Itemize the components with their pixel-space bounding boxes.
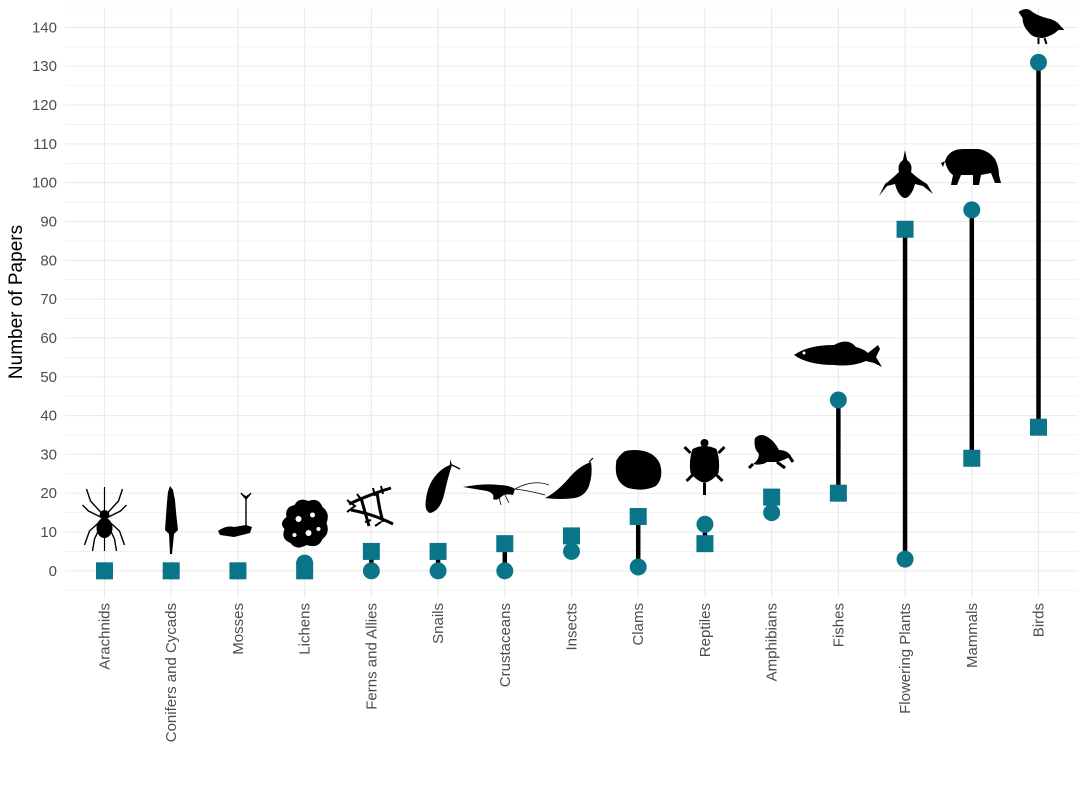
orchid-icon bbox=[879, 150, 933, 198]
fern-icon bbox=[346, 485, 394, 527]
square-point bbox=[496, 535, 514, 553]
grid bbox=[65, 7, 1078, 598]
y-tick-label: 10 bbox=[40, 524, 57, 541]
y-tick-label: 0 bbox=[49, 563, 57, 580]
turtle-icon bbox=[683, 439, 726, 495]
x-tick-label: Insects bbox=[564, 603, 581, 651]
x-axis-tick-labels: Arachnids Conifers and Cycads Mosses Lichen… bbox=[97, 603, 1048, 742]
square-point bbox=[563, 527, 580, 545]
circle-point bbox=[963, 201, 981, 219]
square-point bbox=[429, 542, 447, 560]
category-icons bbox=[82, 9, 1065, 554]
square-point bbox=[1030, 418, 1047, 436]
square-point bbox=[229, 562, 247, 580]
y-tick-label: 20 bbox=[40, 485, 57, 502]
moth-icon bbox=[545, 457, 594, 499]
square-point bbox=[296, 562, 314, 580]
grouse-icon bbox=[1018, 9, 1065, 45]
circle-point bbox=[362, 562, 380, 580]
x-tick-label: Conifers and Cycads bbox=[163, 603, 180, 742]
y-tick-label: 60 bbox=[40, 330, 57, 347]
x-tick-label: Birds bbox=[1031, 603, 1048, 637]
x-tick-label: Mammals bbox=[964, 603, 981, 668]
square-point bbox=[96, 562, 113, 580]
y-tick-label: 90 bbox=[40, 213, 57, 230]
circle-point bbox=[696, 515, 714, 533]
moss-icon bbox=[218, 492, 252, 537]
x-tick-label: Fishes bbox=[830, 603, 847, 647]
y-tick-label: 70 bbox=[40, 291, 57, 308]
circle-point bbox=[896, 550, 914, 568]
circle-point bbox=[829, 391, 847, 409]
square-point bbox=[162, 562, 180, 580]
x-tick-label: Clams bbox=[630, 603, 647, 646]
clam-icon bbox=[615, 445, 662, 490]
bear-icon bbox=[941, 149, 1001, 185]
square-point bbox=[629, 507, 647, 525]
fish-icon bbox=[794, 341, 882, 367]
x-tick-label: Lichens bbox=[297, 603, 314, 655]
square-point bbox=[362, 542, 380, 560]
square-point bbox=[763, 488, 781, 506]
circle-point bbox=[1030, 53, 1047, 71]
circle-point bbox=[629, 558, 647, 576]
y-tick-label: 40 bbox=[40, 408, 57, 425]
circle-point bbox=[429, 562, 447, 580]
y-tick-label: 80 bbox=[40, 252, 57, 269]
square-point bbox=[829, 484, 847, 502]
spider-icon bbox=[82, 487, 127, 552]
circle-point bbox=[563, 542, 580, 560]
y-tick-label: 120 bbox=[32, 97, 57, 114]
y-tick-label: 110 bbox=[33, 136, 57, 153]
circle-point bbox=[496, 562, 514, 580]
x-tick-label: Flowering Plants bbox=[897, 603, 914, 714]
shrimp-icon bbox=[463, 482, 550, 506]
snail-icon bbox=[425, 459, 461, 513]
square-point bbox=[896, 220, 914, 238]
y-tick-label: 100 bbox=[32, 175, 57, 192]
x-tick-label: Reptiles bbox=[697, 603, 714, 657]
x-tick-label: Arachnids bbox=[97, 603, 114, 670]
frog-icon bbox=[747, 435, 795, 470]
y-tick-label: 130 bbox=[32, 58, 57, 75]
y-tick-label: 140 bbox=[32, 19, 57, 36]
y-tick-label: 50 bbox=[40, 369, 57, 386]
tree-icon bbox=[165, 486, 178, 554]
x-tick-label: Mosses bbox=[230, 603, 247, 655]
y-axis-title: Number of Papers bbox=[6, 225, 27, 379]
y-axis-tick-labels: 0 10 20 30 40 50 60 70 80 90 100 110 120 130 140 bbox=[32, 19, 57, 579]
data-points bbox=[96, 53, 1047, 580]
x-tick-label: Snails bbox=[430, 603, 447, 644]
square-point bbox=[963, 449, 981, 467]
y-tick-label: 30 bbox=[40, 446, 57, 463]
square-point bbox=[696, 535, 714, 553]
x-tick-label: Amphibians bbox=[764, 603, 781, 681]
x-tick-label: Crustaceans bbox=[497, 603, 514, 687]
lichen-icon bbox=[281, 499, 328, 548]
x-tick-label: Ferns and Allies bbox=[363, 603, 380, 710]
circle-point bbox=[763, 504, 781, 522]
